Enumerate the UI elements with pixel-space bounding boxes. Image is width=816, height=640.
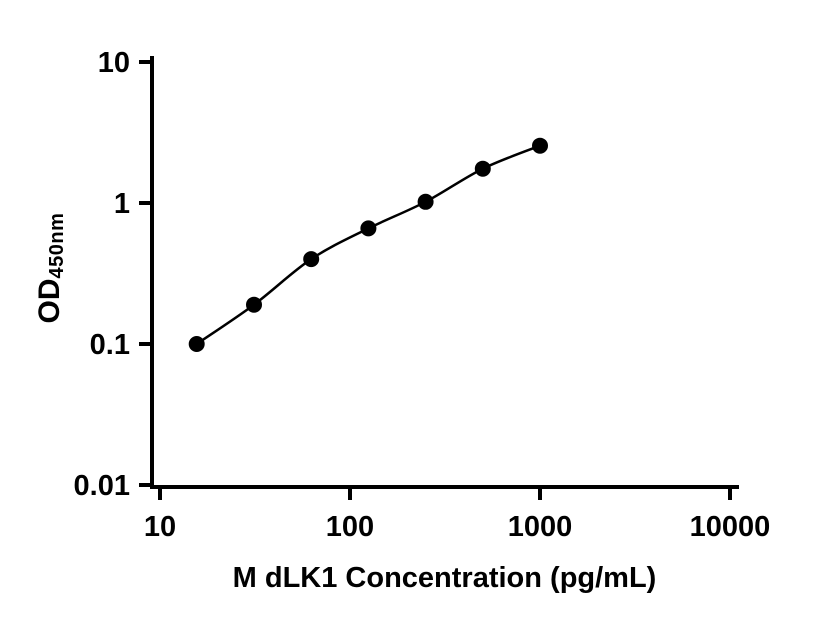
- x-tick-label: 1000: [508, 511, 573, 543]
- data-point-marker: [188, 336, 205, 352]
- x-tick-label: 10000: [690, 511, 771, 543]
- data-point-marker: [246, 296, 262, 313]
- data-point-marker: [474, 160, 491, 177]
- x-tick-label: 100: [326, 511, 374, 543]
- data-point-marker: [303, 251, 320, 268]
- y-tick-label: 0.01: [74, 470, 130, 502]
- data-point-marker: [532, 137, 548, 154]
- y-axis-title-subscript: 450nm: [46, 212, 68, 279]
- y-tick-label: 0.1: [90, 329, 130, 361]
- y-tick-label: 1: [114, 188, 130, 220]
- data-point-marker: [417, 193, 434, 210]
- data-point-marker: [360, 220, 377, 237]
- y-tick-label: 10: [98, 47, 130, 79]
- y-axis-title-main: OD: [33, 278, 66, 324]
- standard-curve-line: [195, 144, 541, 346]
- x-tick-label: 10: [144, 511, 176, 543]
- y-axis-title: OD450nm: [33, 212, 68, 324]
- x-axis-title: M dLK1 Concentration (pg/mL): [232, 562, 657, 594]
